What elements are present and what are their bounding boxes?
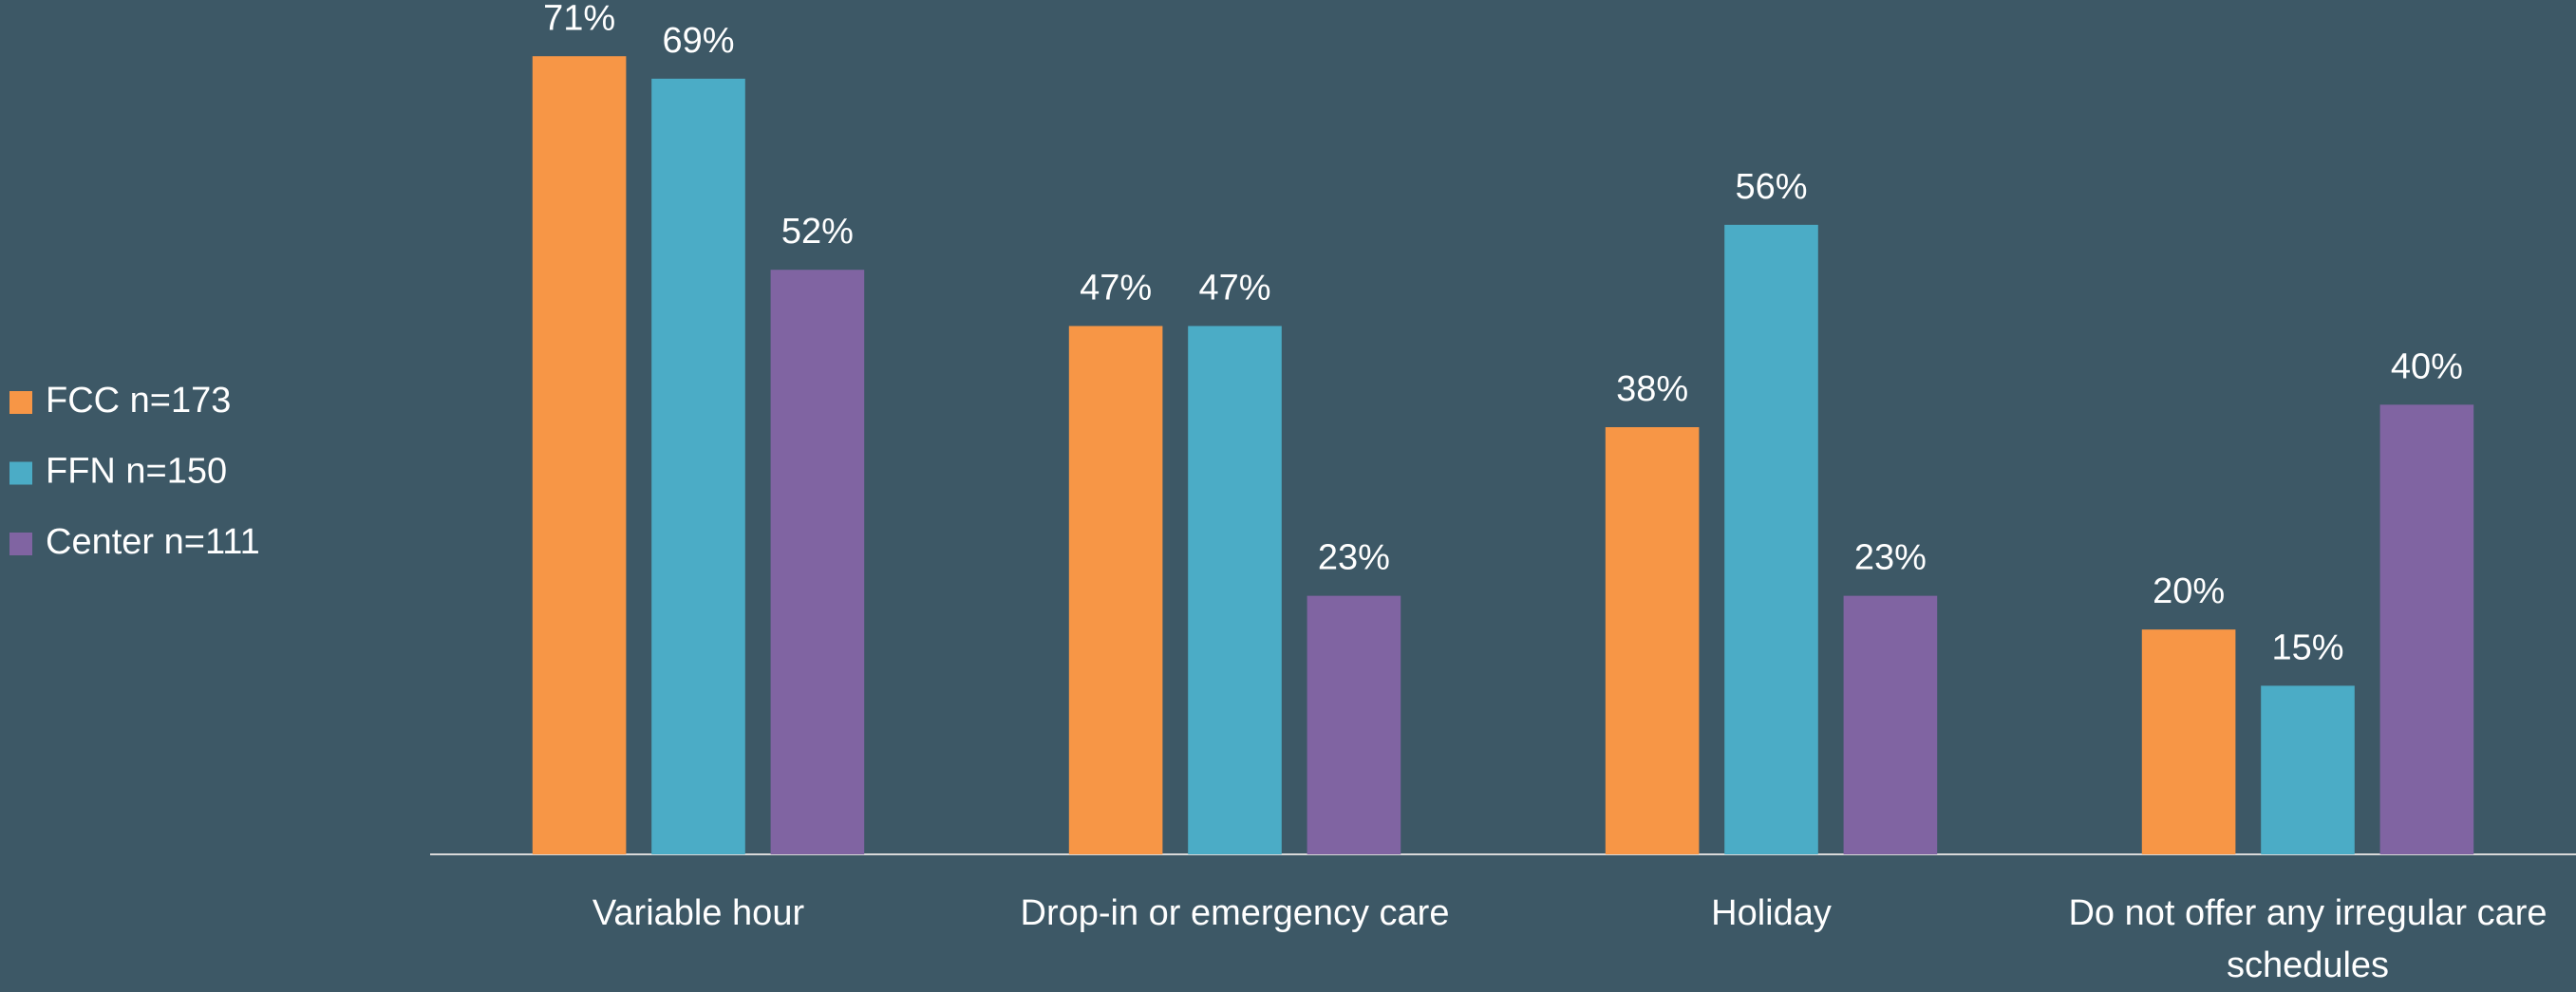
x-tick-label: Holiday [1711, 893, 1832, 933]
bar [1068, 326, 1163, 855]
x-tick-label: Variable hour [592, 893, 805, 933]
legend-swatch [9, 461, 32, 485]
data-label: 47% [1080, 268, 1152, 308]
bar [770, 270, 865, 854]
data-label: 40% [2391, 346, 2463, 386]
x-tick-label: Do not offer any irregular care schedule… [2068, 893, 2548, 985]
data-label: 38% [1616, 369, 1688, 409]
legend-label: FFN n=150 [46, 452, 227, 492]
data-label: 20% [2153, 571, 2225, 611]
bar [1843, 595, 1938, 854]
bar [1307, 595, 1401, 854]
bar [1724, 224, 1818, 854]
bar [2379, 404, 2474, 854]
bar [2261, 685, 2355, 854]
data-label: 47% [1198, 268, 1270, 308]
data-label: 23% [1318, 538, 1390, 578]
data-label: 52% [781, 212, 854, 252]
bar [532, 56, 627, 855]
bar [1188, 326, 1282, 855]
data-label: 15% [2271, 627, 2343, 667]
legend-label: FCC n=173 [46, 381, 231, 421]
data-label: 23% [1854, 538, 1927, 578]
bar [651, 78, 745, 855]
legend-swatch [9, 533, 32, 555]
data-label: 56% [1735, 167, 1807, 207]
bar [1605, 427, 1700, 854]
legend-swatch [9, 391, 32, 414]
legend-label: Center n=111 [46, 522, 260, 562]
bar [2141, 629, 2236, 854]
data-label: 69% [662, 21, 734, 61]
x-tick-label: Drop-in or emergency care [1020, 893, 1450, 933]
data-label: 71% [543, 0, 615, 38]
